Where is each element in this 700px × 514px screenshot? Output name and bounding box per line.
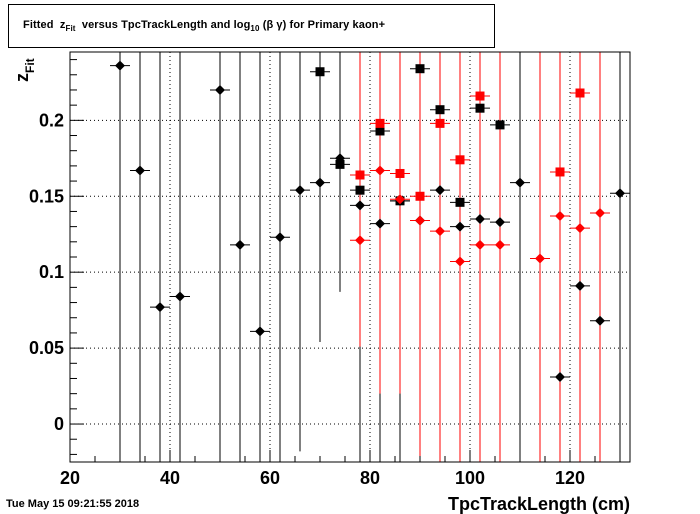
tick-layer [69, 59, 621, 462]
square-marker [475, 91, 485, 101]
square-marker [455, 155, 465, 165]
diamond-marker [295, 185, 305, 196]
diamond-marker [515, 177, 525, 188]
y-tick-label: 0.05 [29, 338, 64, 358]
square-marker [435, 105, 445, 115]
title-tail: (β γ) for Primary kaon+ [262, 18, 386, 31]
x-tick-label: 120 [555, 468, 585, 488]
diamond-marker [175, 291, 185, 302]
diamond-marker [215, 84, 225, 95]
diamond-marker [155, 302, 165, 313]
square-marker [575, 88, 585, 98]
title-log-sub: 10 [250, 24, 260, 34]
diamond-marker [375, 218, 385, 229]
diamond-marker [555, 371, 565, 382]
diamond-marker [575, 223, 585, 234]
square-marker [355, 185, 365, 195]
diamond-marker [595, 315, 605, 326]
diamond-marker [495, 239, 505, 250]
square-marker [475, 103, 485, 113]
diamond-marker [275, 232, 285, 243]
title-mid: versus TpcTrackLength and log [81, 18, 251, 31]
square-marker [395, 168, 405, 178]
title-z-sub: Fit [65, 24, 76, 34]
diamond-marker [375, 165, 385, 176]
tick-label-layer: 20 40 60 80 100 120 0 0.05 0.1 0.15 0.2 [29, 110, 585, 488]
square-marker [375, 118, 385, 128]
x-tick-label: 20 [60, 468, 80, 488]
square-marker [435, 118, 445, 128]
title-z: z [59, 18, 66, 31]
square-marker [555, 167, 565, 177]
diamond-marker [395, 194, 405, 205]
diamond-marker [315, 177, 325, 188]
y-tick-label: 0 [54, 414, 64, 434]
square-marker [495, 120, 505, 130]
square-marker [355, 170, 365, 180]
diamond-marker [475, 214, 485, 225]
square-marker [415, 64, 425, 74]
x-axis-title: TpcTrackLength (cm) [448, 494, 630, 514]
diamond-marker [455, 256, 465, 267]
diamond-marker [355, 235, 365, 246]
diamond-marker [435, 226, 445, 237]
diamond-marker [415, 215, 425, 226]
y-axis-title-sub: Fit [23, 58, 37, 73]
grid-layer [70, 52, 630, 462]
square-marker [375, 126, 385, 136]
y-axis-title-main: z [12, 73, 32, 82]
square-marker [455, 197, 465, 207]
diamond-marker [435, 185, 445, 196]
x-tick-label: 100 [455, 468, 485, 488]
diamond-marker [235, 239, 245, 250]
diamond-marker [115, 60, 125, 71]
y-tick-label: 0.2 [39, 110, 64, 130]
chart-title: Fitted zFit versus TpcTrackLength and lo… [23, 19, 385, 33]
square-marker [335, 159, 345, 169]
diamond-marker [475, 239, 485, 250]
diamond-marker [615, 188, 625, 199]
square-marker [315, 67, 325, 77]
x-tick-label: 80 [360, 468, 380, 488]
x-tick-label: 60 [260, 468, 280, 488]
x-tick-label: 40 [160, 468, 180, 488]
y-tick-label: 0.1 [39, 262, 64, 282]
y-tick-label: 0.15 [29, 186, 64, 206]
diamond-marker [355, 200, 365, 211]
diamond-marker [595, 207, 605, 218]
y-axis-title: zFit [12, 58, 37, 82]
timestamp: Tue May 15 09:21:55 2018 [6, 498, 140, 510]
marker-layer [115, 60, 625, 382]
chart-title-box: Fitted zFit versus TpcTrackLength and lo… [8, 4, 495, 48]
diamond-marker [255, 326, 265, 337]
diamond-marker [135, 165, 145, 176]
diamond-marker [455, 221, 465, 232]
diamond-marker [555, 211, 565, 221]
plot-frame [69, 51, 631, 463]
diamond-marker [495, 217, 505, 228]
diamond-marker [575, 280, 585, 291]
diamond-marker [535, 253, 545, 264]
title-prefix: Fitted [23, 18, 54, 31]
square-marker [415, 191, 425, 201]
